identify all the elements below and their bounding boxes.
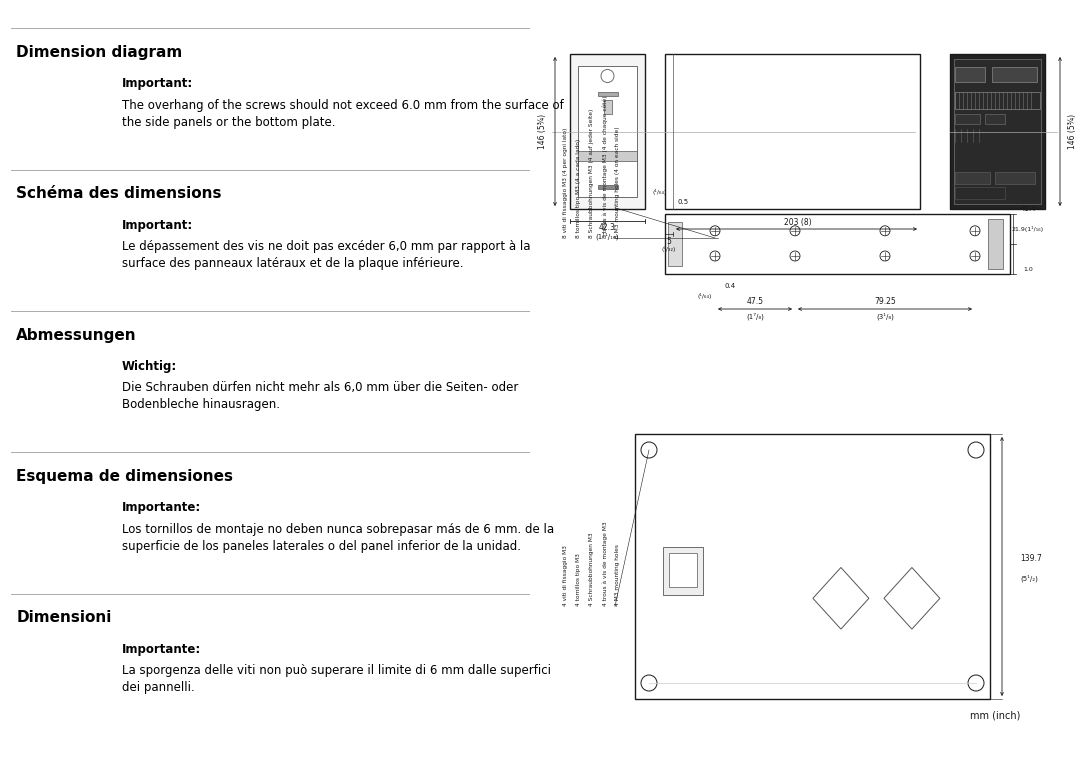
- Text: (1⁷/₈): (1⁷/₈): [746, 312, 764, 320]
- Text: 0.5: 0.5: [677, 199, 689, 205]
- Text: mm (inch): mm (inch): [970, 711, 1020, 721]
- Text: 4 M3 mounting holes: 4 M3 mounting holes: [615, 544, 620, 607]
- Text: Die Schrauben dürfen nicht mehr als 6,0 mm über die Seiten- oder
Bodenbleche hin: Die Schrauben dürfen nicht mehr als 6,0 …: [121, 381, 518, 411]
- Text: Importante:: Importante:: [121, 643, 201, 656]
- Bar: [663, 546, 703, 594]
- Bar: [669, 222, 681, 266]
- Bar: [955, 92, 1040, 109]
- Text: 8 M3 mounting holes (4 on each side): 8 M3 mounting holes (4 on each side): [615, 126, 620, 238]
- Text: 4 trous à vis de montage M3: 4 trous à vis de montage M3: [602, 522, 607, 607]
- Text: (¹/₆₄): (¹/₆₄): [698, 293, 712, 299]
- Text: 8 tornillos tipo M3 (4 a cada lado): 8 tornillos tipo M3 (4 a cada lado): [576, 139, 581, 238]
- Text: Los tornillos de montaje no deben nunca sobrepasar más de 6 mm. de la
superficie: Los tornillos de montaje no deben nunca …: [121, 523, 554, 552]
- Bar: [950, 54, 1045, 209]
- Text: 0.4: 0.4: [725, 283, 735, 289]
- Text: La sporgenza delle viti non può superare il limite di 6 mm dalle superfici
dei p: La sporgenza delle viti non può superare…: [121, 664, 551, 694]
- Text: Dimensioni: Dimensioni: [16, 610, 111, 626]
- Text: The overhang of the screws should not exceed 6.0 mm from the surface of
the side: The overhang of the screws should not ex…: [121, 99, 564, 128]
- Bar: [665, 214, 1010, 274]
- Bar: [988, 219, 1003, 269]
- Bar: [604, 100, 611, 114]
- Text: 146 (5¾): 146 (5¾): [538, 114, 546, 149]
- Text: 203 (8): 203 (8): [784, 219, 811, 228]
- Text: 139.7: 139.7: [1020, 554, 1042, 563]
- Text: 8 trous à vis de montage M3 (4 de chaque côté): 8 trous à vis de montage M3 (4 de chaque…: [602, 96, 607, 238]
- Bar: [570, 54, 645, 209]
- Text: Le dépassement des vis ne doit pas excéder 6,0 mm par rapport à la
surface des p: Le dépassement des vis ne doit pas excéd…: [121, 240, 530, 270]
- Polygon shape: [813, 568, 869, 629]
- Bar: [635, 434, 990, 699]
- Bar: [665, 54, 920, 209]
- Text: (¹/₆₄): (¹/₆₄): [652, 189, 667, 195]
- Text: 79.25: 79.25: [874, 297, 896, 306]
- Text: 4 tornillos tipo M3: 4 tornillos tipo M3: [576, 553, 581, 607]
- Text: 4 viti di fissaggio M3: 4 viti di fissaggio M3: [563, 545, 568, 607]
- Text: Wichtig:: Wichtig:: [121, 360, 177, 373]
- Bar: [597, 185, 618, 189]
- Bar: [578, 151, 637, 161]
- Text: 21.9(1¹/₁₆): 21.9(1¹/₁₆): [1012, 226, 1044, 232]
- Text: Schéma des dimensions: Schéma des dimensions: [16, 186, 221, 202]
- Bar: [578, 66, 637, 197]
- Text: 8 Schraubbohnungen M3 (4 auf jeder Seite): 8 Schraubbohnungen M3 (4 auf jeder Seite…: [589, 108, 594, 238]
- Polygon shape: [883, 568, 940, 629]
- Bar: [993, 67, 1037, 82]
- Text: (5¹/₂): (5¹/₂): [1020, 575, 1038, 582]
- Bar: [669, 552, 697, 587]
- Text: (3¹/₈): (3¹/₈): [876, 312, 894, 320]
- Text: (⁷/₃₂): (⁷/₃₂): [662, 246, 676, 252]
- Text: 8 viti di fissaggio M3 (4 per ogni lato): 8 viti di fissaggio M3 (4 per ogni lato): [563, 128, 568, 238]
- Bar: [955, 114, 980, 124]
- Bar: [955, 67, 985, 82]
- Bar: [955, 172, 990, 184]
- Bar: [995, 172, 1035, 184]
- Bar: [985, 114, 1005, 124]
- Bar: [954, 59, 1041, 204]
- Text: 42.3: 42.3: [599, 222, 616, 231]
- Text: 47.5: 47.5: [746, 297, 764, 306]
- Text: Abmessungen: Abmessungen: [16, 328, 137, 343]
- Text: Dimension diagram: Dimension diagram: [16, 45, 183, 60]
- Text: 1.0: 1.0: [1023, 267, 1032, 272]
- Text: 146 (5¾): 146 (5¾): [1068, 114, 1078, 149]
- Text: Importante:: Importante:: [121, 501, 201, 514]
- Text: 5: 5: [666, 237, 672, 245]
- Text: 4 Schraubbohnungen M3: 4 Schraubbohnungen M3: [589, 533, 594, 607]
- Text: Important:: Important:: [121, 219, 192, 231]
- Bar: [955, 187, 1005, 199]
- Bar: [597, 92, 618, 96]
- Text: Esquema de dimensiones: Esquema de dimensiones: [16, 469, 233, 484]
- Text: Important:: Important:: [121, 77, 192, 90]
- Text: 41.4: 41.4: [1021, 206, 1036, 212]
- Text: (1¹¹/₁₆): (1¹¹/₁₆): [596, 232, 619, 240]
